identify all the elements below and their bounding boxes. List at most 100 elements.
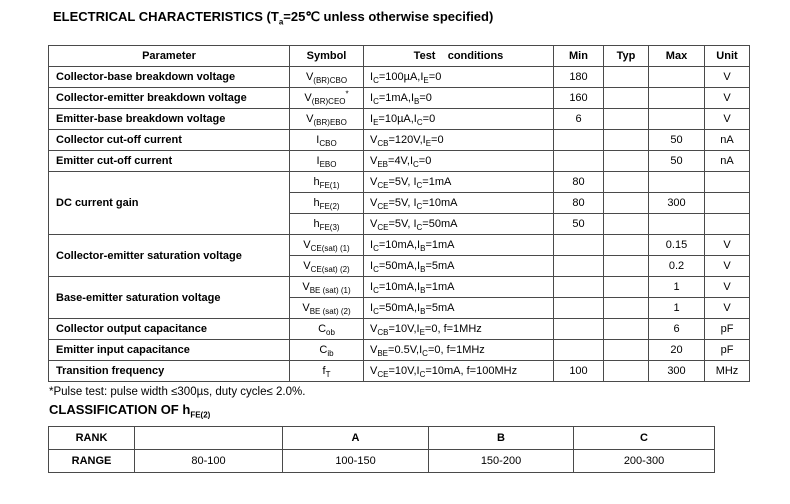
min-cell: 100 [553,360,604,382]
unit-cell [704,192,750,214]
unit-cell [704,213,750,235]
max-cell: 0.2 [648,255,705,277]
min-cell: 160 [553,87,604,109]
symbol-cell: IEBO [289,150,364,172]
symbol-cell: ICBO [289,129,364,151]
max-cell [648,66,705,88]
param-cell: Emitter input capacitance [48,339,290,361]
header-unit: Unit [704,45,750,67]
unit-cell: V [704,297,750,319]
typ-cell [603,171,649,193]
min-cell [553,339,604,361]
param-cell: Collector-emitter saturation voltage [48,234,290,277]
symbol-cell: hFE(3) [289,213,364,235]
table-row: Collector output capacitance Cob VCB=10V… [48,318,750,340]
test-conditions-cell: IC=10mA,IB=1mA [363,276,554,298]
typ-cell [603,255,649,277]
table-row: Transition frequency fT VCE=10V,IC=10mA,… [48,360,750,382]
classification-table: RANK A B C RANGE 80-100 100-150 150-200 … [48,426,715,473]
typ-cell [603,87,649,109]
header-max: Max [648,45,705,67]
table-header-row: Parameter Symbol Test conditions Min Typ… [48,45,750,67]
table-row: VCE(sat) (2) IC=50mA,IB=5mA 0.2 V [49,255,750,277]
param-cell: DC current gain [48,171,290,235]
symbol-cell: VBE (sat) (2) [289,297,364,319]
max-cell: 0.15 [648,234,705,256]
min-cell [553,276,604,298]
test-conditions-cell: IC=1mA,IB=0 [363,87,554,109]
table-row: Emitter input capacitance Cib VBE=0.5V,I… [48,339,750,361]
table-row: Emitter cut-off current IEBO VEB=4V,IC=0… [48,150,750,172]
symbol-cell: V(BR)EBO [289,108,364,130]
symbol-cell: V(BR)CEO* [289,87,364,109]
typ-cell [603,129,649,151]
rank-value-cell: C [573,426,715,450]
max-cell [648,171,705,193]
range-value-cell: 80-100 [134,449,283,473]
table-row: Base-emitter saturation voltage VBE (sat… [48,276,750,319]
test-conditions-cell: VBE=0.5V,IC=0, f=1MHz [363,339,554,361]
test-conditions-cell: VCE=5V, IC=50mA [363,213,554,235]
param-cell: Collector output capacitance [48,318,290,340]
rank-value-cell [134,426,283,450]
symbol-cell: Cib [289,339,364,361]
min-cell [553,129,604,151]
header-typ: Typ [603,45,649,67]
symbol-cell: VCE(sat) (1) [289,234,364,256]
min-cell: 80 [553,171,604,193]
header-parameter: Parameter [48,45,290,67]
classification-heading: CLASSIFICATION OF hFE(2) [49,402,211,420]
symbol-cell: VCE(sat) (2) [289,255,364,277]
test-conditions-cell: IC=50mA,IB=5mA [363,255,554,277]
typ-cell [603,339,649,361]
table-row: Collector-emitter breakdown voltage V(BR… [48,87,750,109]
typ-cell [603,108,649,130]
max-cell: 1 [648,276,705,298]
unit-cell: V [704,66,750,88]
typ-cell [603,66,649,88]
max-cell: 50 [648,150,705,172]
table-row: DC current gain hFE(1) VCE=5V, IC=1mA 80 [48,171,750,235]
unit-cell [704,171,750,193]
header-symbol: Symbol [289,45,364,67]
unit-cell: pF [704,318,750,340]
test-conditions-cell: IE=10µA,IC=0 [363,108,554,130]
param-cell: Emitter cut-off current [48,150,290,172]
min-cell: 180 [553,66,604,88]
table-row: hFE(3) VCE=5V, IC=50mA 50 [49,213,750,235]
typ-cell [603,150,649,172]
max-cell: 300 [648,360,705,382]
symbol-cell: hFE(1) [289,171,364,193]
unit-cell: V [704,234,750,256]
min-cell: 6 [553,108,604,130]
min-cell [553,318,604,340]
unit-cell: nA [704,129,750,151]
typ-cell [603,276,649,298]
unit-cell: pF [704,339,750,361]
param-cell: Transition frequency [48,360,290,382]
max-cell [648,108,705,130]
symbol-cell: VBE (sat) (1) [289,276,364,298]
test-conditions-cell: VCE=10V,IC=10mA, f=100MHz [363,360,554,382]
table-row: Emitter-base breakdown voltage V(BR)EBO … [48,108,750,130]
param-cell: Base-emitter saturation voltage [48,276,290,319]
param-cell: Collector cut-off current [48,129,290,151]
rank-value-cell: B [428,426,574,450]
param-cell: Emitter-base breakdown voltage [48,108,290,130]
typ-cell [603,318,649,340]
typ-cell [603,213,649,235]
typ-cell [603,360,649,382]
rank-label-cell: RANK [48,426,135,450]
max-cell: 6 [648,318,705,340]
max-cell: 50 [648,129,705,151]
table-row: VBE (sat) (2) IC=50mA,IB=5mA 1 V [49,297,750,319]
unit-cell: V [704,255,750,277]
unit-cell: nA [704,150,750,172]
table-row: Collector-emitter saturation voltage VCE… [48,234,750,277]
symbol-cell: hFE(2) [289,192,364,214]
test-conditions-cell: IC=50mA,IB=5mA [363,297,554,319]
electrical-characteristics-table: Parameter Symbol Test conditions Min Typ… [48,45,750,382]
symbol-cell: fT [289,360,364,382]
unit-cell: V [704,108,750,130]
page-title: ELECTRICAL CHARACTERISTICS (Ta=25℃ unles… [53,9,494,27]
